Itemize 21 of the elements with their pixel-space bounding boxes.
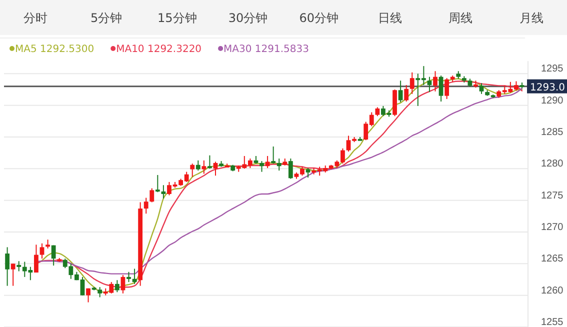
text: 15分钟 [158, 11, 197, 25]
text: 5分钟 [90, 11, 122, 25]
y-tick-label: 1270 [541, 222, 564, 233]
text: 月线 [520, 11, 544, 25]
text: 周线 [448, 11, 473, 25]
text: 分时 [23, 11, 48, 25]
legend-label: MA10 1292.3220 [116, 44, 202, 55]
y-tick-label: 1260 [541, 285, 564, 296]
text: 60分钟 [299, 11, 339, 25]
y-tick-label: 1285 [541, 127, 564, 138]
legend-label: MA5 1292.5300 [15, 44, 94, 55]
ref-line-label: 1293.0 [530, 82, 565, 94]
legend-label: MA30 1291.5833 [224, 44, 309, 55]
text: 日线 [378, 11, 402, 25]
y-tick-label: 1290 [541, 95, 564, 106]
y-tick-label: 1280 [541, 158, 564, 170]
text: 30分钟 [228, 11, 268, 25]
y-tick-label: 1275 [541, 190, 564, 202]
y-tick-label: 1265 [541, 254, 564, 265]
y-tick-label: 1295 [541, 64, 564, 75]
y-tick-label: 1255 [541, 317, 564, 327]
